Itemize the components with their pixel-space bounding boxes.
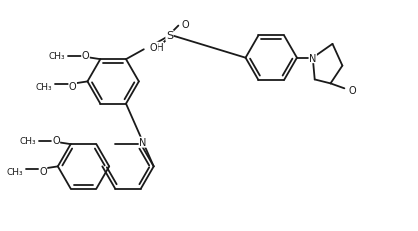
Text: CH₃: CH₃: [20, 136, 36, 145]
Text: CH₃: CH₃: [35, 82, 52, 91]
Text: O: O: [52, 136, 60, 146]
Text: O: O: [181, 19, 189, 30]
Text: O: O: [150, 43, 158, 53]
Text: N: N: [309, 53, 316, 64]
Text: CH₃: CH₃: [48, 52, 65, 61]
Text: O: O: [82, 51, 89, 61]
Text: O: O: [69, 82, 76, 92]
Text: NH: NH: [149, 43, 163, 53]
Text: CH₃: CH₃: [7, 167, 23, 176]
Text: N: N: [139, 137, 147, 148]
Text: S: S: [166, 31, 173, 41]
Text: O: O: [39, 167, 47, 176]
Text: O: O: [348, 86, 356, 96]
